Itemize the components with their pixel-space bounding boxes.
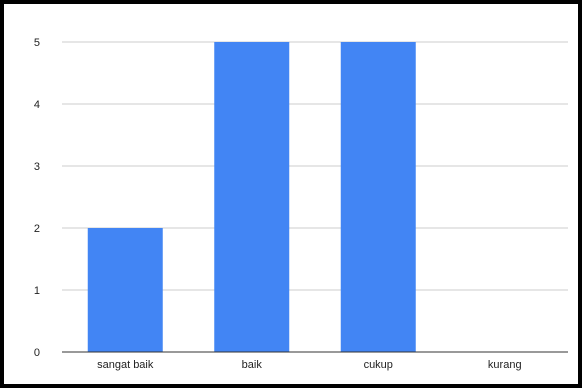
y-axis-labels: 0 1 2 3 4 5 bbox=[34, 37, 40, 359]
y-tick-label: 5 bbox=[34, 37, 40, 49]
x-axis-labels: sangat baik baik cukup kurang bbox=[97, 359, 521, 371]
bar-cukup bbox=[340, 42, 416, 352]
x-tick-label: cukup bbox=[364, 359, 393, 371]
y-tick-label: 4 bbox=[34, 99, 40, 111]
y-tick-label: 0 bbox=[34, 347, 40, 359]
x-tick-label: kurang bbox=[488, 359, 522, 371]
x-tick-label: baik bbox=[242, 359, 263, 371]
bar-chart: 0 1 2 3 4 5 sangat baik baik cukup kurang bbox=[34, 37, 568, 371]
x-tick-label: sangat baik bbox=[97, 359, 154, 371]
bar-baik bbox=[214, 42, 290, 352]
bars bbox=[87, 42, 416, 352]
y-tick-label: 1 bbox=[34, 285, 40, 297]
y-tick-label: 3 bbox=[34, 161, 40, 173]
y-tick-label: 2 bbox=[34, 223, 40, 235]
bar-sangat-baik bbox=[87, 228, 163, 352]
